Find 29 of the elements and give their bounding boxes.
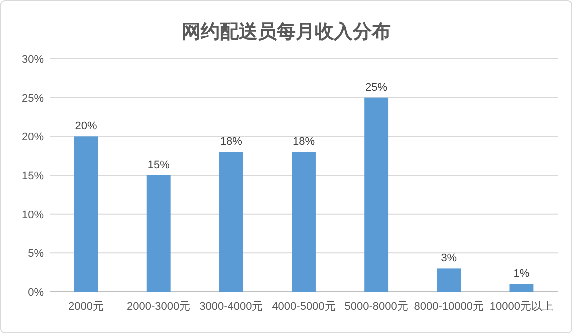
y-tick-label: 20% — [22, 132, 44, 144]
x-tick-label: 4000-5000元 — [272, 301, 336, 313]
y-tick-label: 15% — [22, 170, 44, 182]
y-tick-label: 5% — [28, 248, 44, 260]
data-label: 15% — [148, 160, 170, 172]
y-tick-label: 30% — [22, 54, 44, 66]
x-tick-label: 10000元以上 — [490, 300, 554, 313]
data-label: 18% — [292, 136, 316, 148]
y-tick-label: 25% — [22, 92, 44, 105]
data-label: 25% — [366, 82, 388, 94]
y-tick-label: 10% — [22, 209, 44, 222]
data-label: 18% — [220, 136, 243, 148]
x-tick-label: 2000-3000元 — [127, 301, 191, 313]
bar — [364, 98, 389, 292]
x-tick-label: 2000元 — [68, 301, 104, 313]
y-tick-label: 0% — [28, 287, 44, 299]
bar — [74, 136, 98, 292]
data-label: 1% — [514, 268, 530, 280]
bar — [292, 152, 316, 292]
bar — [146, 176, 171, 292]
chart-title: 网约配送员每月收入分布 — [182, 21, 391, 43]
x-tick-label: 3000-4000元 — [200, 301, 264, 313]
bar — [437, 268, 462, 292]
data-label: 3% — [441, 252, 458, 265]
bar — [219, 152, 244, 292]
data-label: 20% — [75, 120, 98, 133]
bar — [510, 284, 534, 292]
x-tick-label: 5000-8000元 — [344, 301, 408, 313]
x-tick-label: 8000-10000元 — [414, 301, 484, 313]
